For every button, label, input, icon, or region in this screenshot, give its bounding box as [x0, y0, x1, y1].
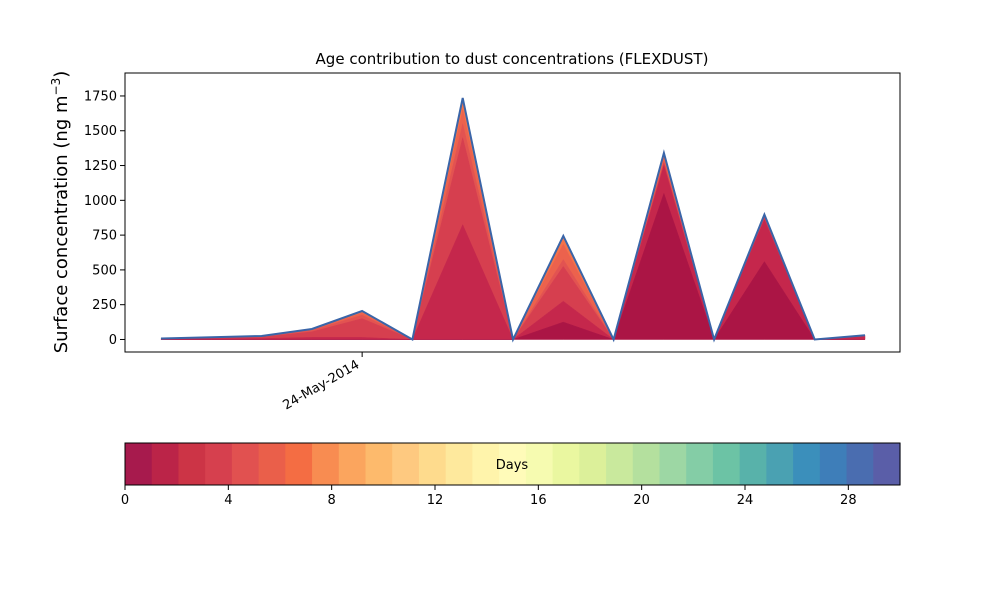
colorbar-label: Days	[496, 458, 529, 473]
y-tick-label: 750	[92, 229, 117, 244]
colorbar-segment	[819, 443, 848, 485]
x-tick-label: 24-May-2014	[280, 357, 362, 413]
colorbar-segment	[178, 443, 206, 485]
colorbar-segment	[258, 443, 286, 485]
colorbar-segment	[686, 443, 714, 485]
colorbar-tick-label: 28	[840, 493, 857, 508]
colorbar-segment	[793, 443, 821, 485]
colorbar: 0 4 8 12 16 20 24 28	[121, 443, 901, 508]
colorbar-tick-label: 20	[633, 493, 650, 508]
y-tick-label: 250	[92, 298, 117, 313]
colorbar-tick-label: 16	[530, 493, 547, 508]
y-axis-label: Surface concentration (ng m−3)	[49, 71, 72, 354]
colorbar-segment	[231, 443, 260, 485]
y-tick-label: 500	[92, 263, 117, 278]
colorbar-segment	[312, 443, 340, 485]
colorbar-tick-label: 24	[737, 493, 754, 508]
y-tick-label: 0	[109, 333, 117, 348]
colorbar-segment	[846, 443, 874, 485]
colorbar-segment	[125, 443, 153, 485]
colorbar-segment	[205, 443, 233, 485]
colorbar-segment	[873, 443, 901, 485]
colorbar-segment	[499, 443, 527, 485]
colorbar-segment	[285, 443, 313, 485]
colorbar-tick-label: 12	[427, 493, 444, 508]
stacked-area-layers	[160, 97, 866, 341]
chart-title: Age contribution to dust concentrations …	[316, 50, 709, 68]
colorbar-segment	[445, 443, 474, 485]
colorbar-segment	[579, 443, 607, 485]
colorbar-segment	[552, 443, 580, 485]
colorbar-segment	[712, 443, 741, 485]
colorbar-segment	[151, 443, 180, 485]
colorbar-tick-label: 8	[328, 493, 336, 508]
colorbar-segment	[606, 443, 634, 485]
x-axis: 24-May-2014	[280, 352, 363, 413]
colorbar-segment	[659, 443, 687, 485]
colorbar-tick-label: 0	[121, 493, 129, 508]
colorbar-tick-label: 4	[224, 493, 232, 508]
colorbar-segment	[338, 443, 367, 485]
area-layer-age-0	[161, 192, 865, 341]
colorbar-segment	[472, 443, 500, 485]
colorbar-segment	[392, 443, 420, 485]
total-outline-line	[160, 97, 866, 343]
colorbar-frame	[124, 442, 901, 486]
y-tick-label: 1250	[84, 159, 117, 174]
colorbar-segment	[365, 443, 393, 485]
colorbar-segment	[739, 443, 767, 485]
colorbar-segment	[418, 443, 447, 485]
plot-frame	[124, 72, 901, 353]
y-tick-label: 1500	[84, 124, 117, 139]
y-tick-label: 1750	[84, 89, 117, 104]
colorbar-segment	[632, 443, 661, 485]
y-tick-label: 1000	[84, 194, 117, 209]
colorbar-segment	[525, 443, 554, 485]
colorbar-segment	[766, 443, 794, 485]
y-axis: 0 250 500 750 1000 1250 1500 1750	[84, 89, 125, 348]
